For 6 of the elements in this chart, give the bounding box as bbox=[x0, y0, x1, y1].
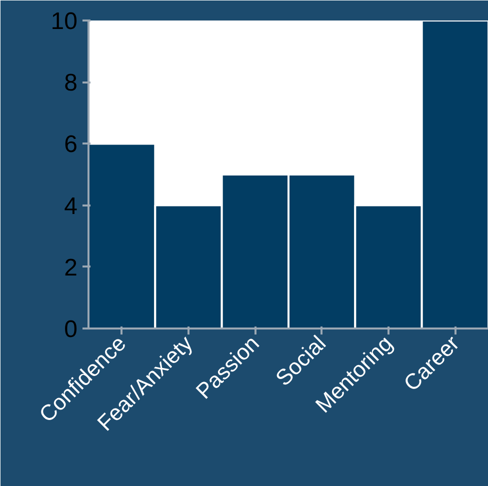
y-tick-label: 6 bbox=[64, 131, 78, 158]
y-tick-label: 8 bbox=[64, 70, 78, 97]
y-tick-label: 10 bbox=[50, 8, 78, 35]
y-tick-label: 0 bbox=[64, 316, 78, 343]
y-tick-label: 2 bbox=[64, 254, 78, 282]
y-tick-label: 4 bbox=[64, 192, 78, 220]
